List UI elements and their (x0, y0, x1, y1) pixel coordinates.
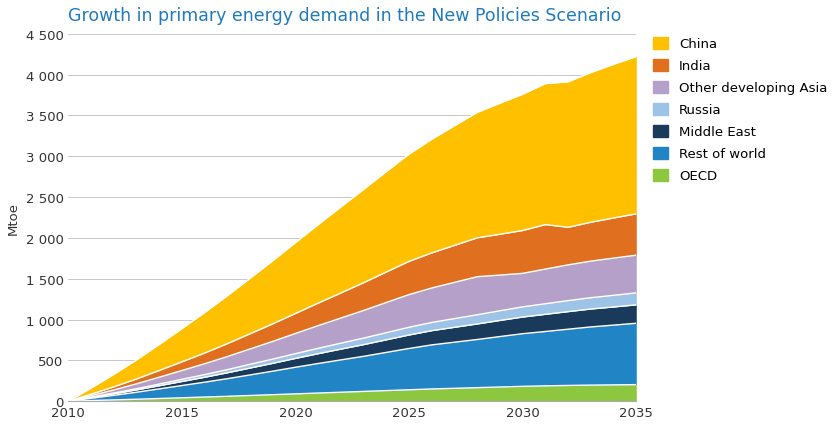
Legend: China, India, Other developing Asia, Russia, Middle East, Rest of world, OECD: China, India, Other developing Asia, Rus… (649, 34, 831, 187)
Y-axis label: Mtoe: Mtoe (7, 201, 20, 234)
Text: Growth in primary energy demand in the New Policies Scenario: Growth in primary energy demand in the N… (68, 7, 622, 25)
